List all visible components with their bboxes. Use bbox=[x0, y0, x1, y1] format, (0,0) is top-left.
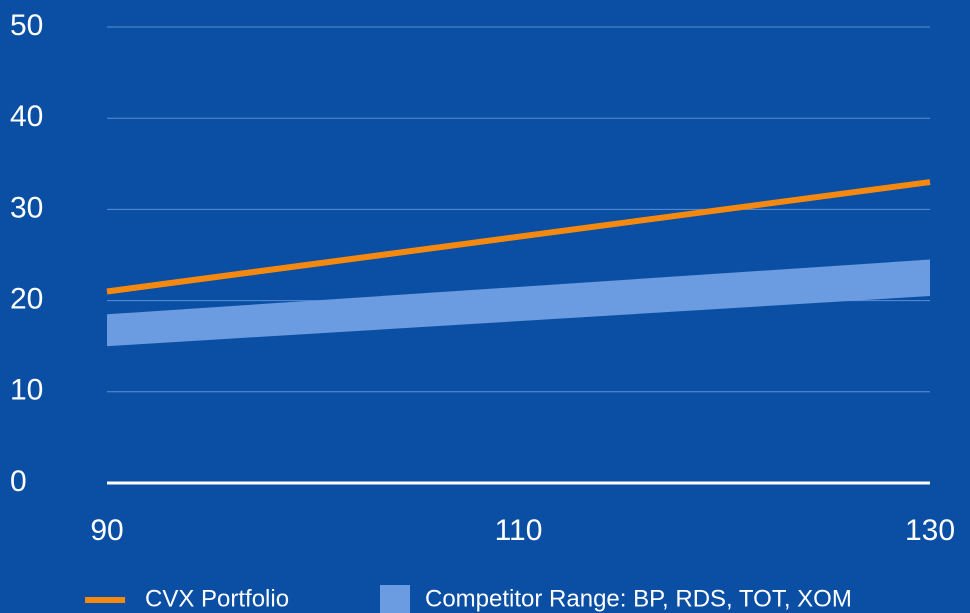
legend-swatch bbox=[380, 585, 410, 613]
y-tick-label: 20 bbox=[10, 283, 43, 316]
legend-label: CVX Portfolio bbox=[145, 585, 289, 612]
y-tick-label: 50 bbox=[10, 9, 43, 42]
x-tick-label: 90 bbox=[90, 514, 123, 547]
range-band bbox=[107, 259, 930, 347]
series-line bbox=[106, 179, 931, 295]
x-tick-label: 110 bbox=[495, 514, 543, 547]
y-tick-label: 10 bbox=[10, 374, 43, 407]
y-tick-label: 30 bbox=[10, 191, 43, 224]
y-tick-label: 0 bbox=[10, 465, 27, 498]
y-tick-label: 40 bbox=[10, 100, 43, 133]
x-tick-label: 130 bbox=[905, 514, 955, 547]
legend-label: Competitor Range: BP, RDS, TOT, XOM bbox=[425, 585, 852, 612]
